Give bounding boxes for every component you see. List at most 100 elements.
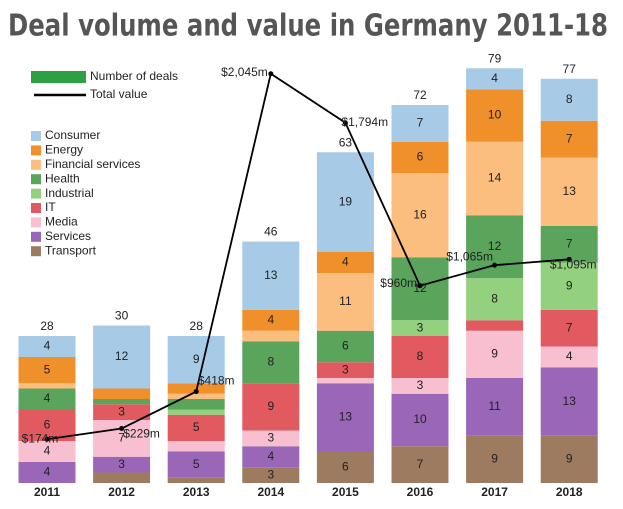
segment-label: 9 (566, 452, 573, 466)
bar-segment (167, 441, 225, 452)
bar-segment (93, 325, 151, 389)
line-value-label: $1,095m (550, 257, 597, 271)
bar-segment (466, 141, 524, 216)
segment-label: 13 (563, 394, 577, 408)
segment-label: 14 (488, 171, 502, 185)
bar-segment (18, 357, 76, 384)
bar-segment (93, 456, 151, 473)
line-point (417, 283, 423, 289)
x-tick-label: 2018 (556, 485, 583, 499)
segment-label: 16 (413, 207, 427, 221)
bar-segment (540, 346, 598, 368)
line-point (492, 262, 498, 268)
total-label: 72 (413, 88, 427, 102)
segment-label: 3 (417, 320, 424, 334)
bar-segment (391, 320, 449, 336)
bar-segment (391, 257, 449, 321)
segment-label: 12 (488, 239, 502, 253)
segment-label: 8 (417, 349, 424, 363)
segment-label: 3 (417, 378, 424, 392)
x-tick-label: 2012 (108, 485, 135, 499)
total-label: 28 (40, 319, 54, 333)
legend-label: Industrial (45, 186, 94, 200)
line-value-label: $229m (123, 427, 160, 441)
legend-label: Media (45, 215, 78, 229)
bar-segment (93, 399, 151, 405)
total-label: 28 (190, 319, 204, 333)
legend-label: Transport (45, 243, 97, 257)
bar-segment (93, 388, 151, 399)
segment-label: 4 (44, 339, 51, 353)
bar-segment (540, 367, 598, 436)
bar-segment (466, 330, 524, 378)
segment-label: 7 (566, 320, 573, 334)
segment-label: 11 (488, 399, 501, 413)
bar-segment (316, 273, 374, 331)
bar-segment (316, 451, 374, 483)
bar-segment (540, 262, 598, 310)
bar-segment (93, 472, 151, 483)
total-label: 63 (339, 135, 353, 149)
segment-label: 9 (267, 399, 274, 413)
bar-segment (316, 252, 374, 273)
bar-segment (18, 336, 76, 357)
chart-title: Deal volume and value in Germany 2011-18 (8, 9, 608, 44)
line-point (44, 436, 50, 442)
bar-segment (167, 393, 225, 399)
bar-segment (391, 378, 449, 394)
bar-segment (466, 320, 524, 331)
segment-label: 4 (267, 449, 274, 463)
bar-segment (167, 409, 225, 415)
legend-swatch (31, 145, 41, 156)
legend-label: Consumer (45, 128, 100, 142)
segment-label: 7 (118, 431, 125, 445)
bar-segment (466, 68, 524, 90)
x-tick-label: 2014 (257, 485, 284, 499)
x-tick-label: 2013 (183, 485, 210, 499)
line-value-label: $174m (22, 431, 59, 445)
bar-segment (540, 157, 598, 226)
segment-label: 3 (267, 431, 274, 445)
legend-swatch (31, 159, 41, 170)
segment-label: 7 (566, 131, 573, 145)
bar-segment (391, 336, 449, 378)
bar-segment (316, 152, 374, 252)
bar-segment (466, 278, 524, 321)
segment-label: 4 (44, 391, 51, 405)
line-value-label: $2,045m (221, 65, 268, 79)
segment-label: 19 (339, 194, 353, 208)
total-label: 79 (488, 51, 502, 65)
bar-segment (391, 393, 449, 447)
segment-label: 10 (413, 412, 427, 426)
segment-label: 12 (115, 349, 129, 363)
x-tick-label: 2017 (481, 485, 508, 499)
bar-segment (167, 336, 225, 384)
segment-label: 6 (342, 339, 349, 353)
total-label: 30 (115, 309, 129, 323)
bar-segment (242, 446, 300, 468)
legend-swatch (31, 131, 41, 141)
segment-label: 6 (44, 417, 51, 431)
bar-segment (18, 462, 76, 483)
bar-segment (466, 435, 524, 483)
segment-label: 7 (566, 236, 573, 250)
legend-label: Financial services (45, 157, 140, 171)
bar-segment (540, 120, 598, 158)
line-point (193, 389, 199, 395)
x-tick-label: 2015 (332, 485, 359, 499)
line-value-label: $1,794m (341, 115, 388, 129)
bar-segment (316, 383, 374, 452)
legend-swatch (31, 188, 41, 199)
segment-label: 7 (417, 457, 424, 471)
bar-segment (242, 309, 300, 331)
total-label: 46 (264, 225, 278, 239)
line-point (268, 71, 274, 77)
segment-label: 7 (417, 116, 424, 130)
bar-segment (391, 105, 449, 142)
line-point (566, 256, 572, 262)
bar-segment (167, 399, 225, 410)
bar-segment (391, 446, 449, 483)
legend-swatch (31, 231, 41, 242)
segment-label: 4 (267, 312, 274, 326)
segment-label: 4 (566, 349, 573, 363)
